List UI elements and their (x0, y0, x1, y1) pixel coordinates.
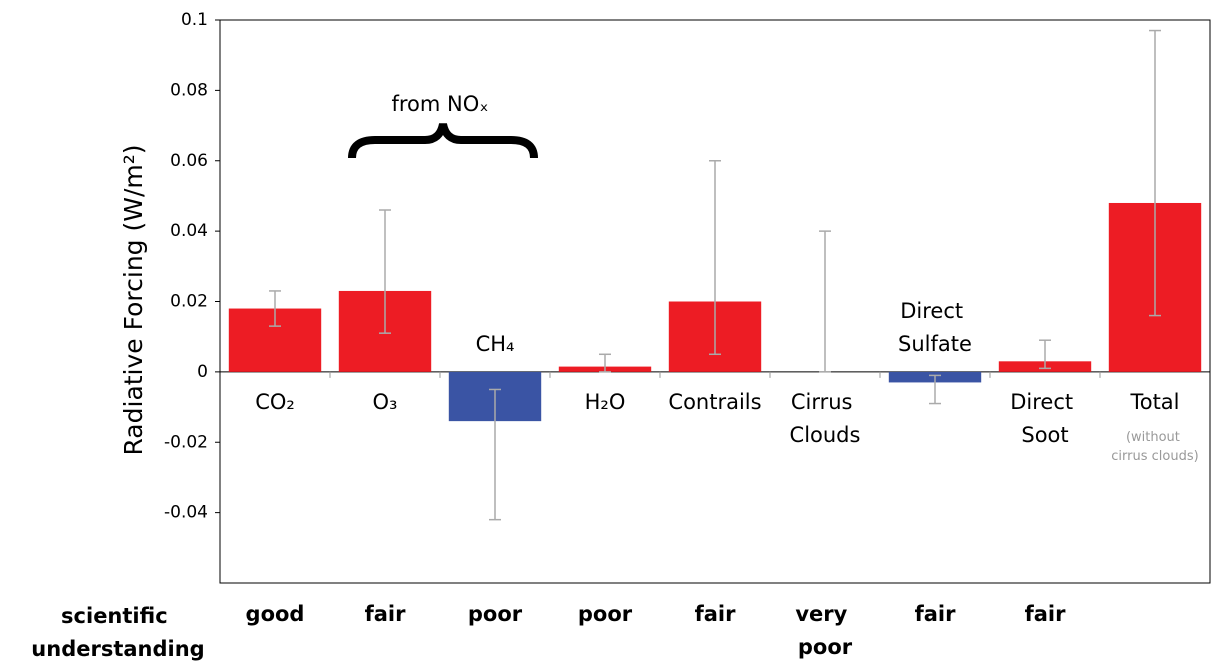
category-label: CO₂ (255, 390, 295, 414)
category-label: H₂O (585, 390, 626, 414)
category-label: O₃ (373, 390, 398, 414)
understanding-label: poor (578, 602, 633, 626)
error-bar (269, 290, 281, 327)
y-tick-label: -0.04 (164, 503, 208, 523)
category-label: CH₄ (476, 332, 515, 356)
understanding-label: very poor (795, 602, 854, 659)
y-tick-label: 0.08 (170, 80, 208, 100)
understanding-label: poor (468, 602, 523, 626)
total-note: (without cirrus clouds) (1111, 430, 1198, 464)
error-bar (1039, 339, 1051, 370)
understanding-label: good (246, 602, 305, 626)
category-label: Direct Soot (1010, 390, 1080, 447)
y-tick-label: 0 (197, 362, 208, 382)
error-bar (819, 230, 831, 373)
category-label: Contrails (668, 390, 761, 414)
error-bar (1149, 29, 1161, 317)
understanding-label: fair (365, 602, 407, 626)
y-tick-label: 0.06 (170, 151, 208, 171)
error-bar (709, 160, 721, 356)
error-bar (929, 374, 941, 405)
y-tick-label: -0.02 (164, 432, 208, 452)
understanding-label: fair (695, 602, 737, 626)
y-tick-label: 0.04 (170, 221, 208, 241)
y-axis-label: Radiative Forcing (W/m²) (119, 144, 148, 455)
brace (348, 123, 538, 159)
error-bar (379, 209, 391, 334)
error-bar (489, 388, 501, 521)
understanding-label: fair (1025, 602, 1067, 626)
understanding-label: fair (915, 602, 957, 626)
category-label: Direct Sulfate (898, 299, 972, 356)
annotation: from NOₓ (391, 92, 488, 116)
category-label: Total (1129, 390, 1179, 414)
category-label: Cirrus Clouds (790, 390, 861, 447)
y-tick-label: 0.02 (170, 292, 208, 312)
y-tick-label: 0.1 (181, 10, 208, 30)
error-bar (599, 353, 611, 373)
understanding-title: scientific understanding (31, 604, 204, 661)
